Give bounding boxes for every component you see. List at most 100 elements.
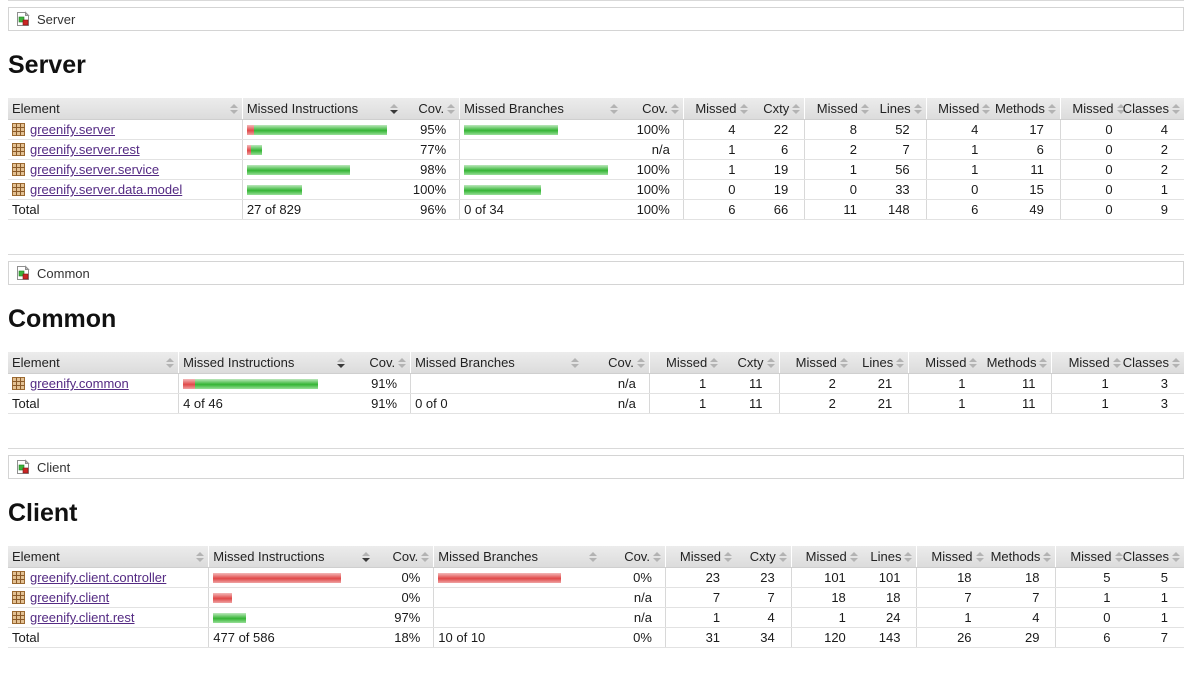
column-header-missed-branches[interactable]: Missed Branches bbox=[459, 98, 622, 120]
metric-value: 0 bbox=[1055, 607, 1127, 628]
column-header-instructions-coverage[interactable]: Cov. bbox=[349, 352, 411, 374]
column-header-methods[interactable]: Methods bbox=[987, 546, 1056, 568]
column-header-missed-methods[interactable]: Missed bbox=[925, 98, 995, 120]
column-header-classes[interactable]: Classes bbox=[1123, 98, 1184, 120]
package-link[interactable]: greenify.common bbox=[30, 376, 129, 391]
column-header-missed-methods[interactable]: Missed bbox=[908, 352, 982, 374]
metric-value: 4 bbox=[987, 607, 1056, 628]
package-link[interactable]: greenify.client bbox=[30, 590, 110, 605]
column-header-branches-coverage[interactable]: Cov. bbox=[621, 98, 684, 120]
column-header-missed-classes[interactable]: Missed bbox=[1055, 546, 1127, 568]
column-header-missed-lines[interactable]: Missed bbox=[790, 546, 862, 568]
metric-value: 0 bbox=[1059, 159, 1129, 180]
instructions-bar-cell bbox=[241, 119, 403, 140]
instructions-coverage-value: 98% bbox=[402, 159, 460, 180]
column-header-lines[interactable]: Lines bbox=[861, 546, 917, 568]
column-label: Cxty bbox=[749, 549, 776, 564]
element-cell: greenify.server.service bbox=[8, 159, 243, 180]
column-header-missed-methods[interactable]: Missed bbox=[916, 546, 988, 568]
metric-value: 21 bbox=[851, 373, 909, 394]
column-header-missed-lines[interactable]: Missed bbox=[778, 352, 852, 374]
instructions-bar bbox=[246, 144, 398, 155]
column-label: Missed bbox=[1070, 549, 1112, 564]
column-label: Cxty bbox=[737, 355, 764, 370]
column-label: Missed bbox=[816, 101, 858, 116]
metric-value: 7 bbox=[987, 587, 1056, 608]
report-group-icon bbox=[15, 265, 31, 281]
breadcrumb: Client bbox=[8, 455, 1184, 479]
column-header-element[interactable]: Element bbox=[8, 98, 243, 120]
table-row: greenify.client.controller 0% 0% 23 23 101 101… bbox=[8, 567, 1184, 588]
metric-value: 1 bbox=[1051, 373, 1125, 394]
page-title: Server bbox=[8, 51, 86, 79]
column-header-missed-instructions[interactable]: Missed Instructions bbox=[178, 352, 350, 374]
branches-coverage-value: n/a bbox=[601, 587, 666, 608]
total-metric-value: 1 bbox=[648, 393, 723, 414]
total-label: Total bbox=[8, 393, 179, 414]
column-header-branches-coverage[interactable]: Cov. bbox=[583, 352, 650, 374]
element-cell: greenify.server.rest bbox=[8, 139, 243, 160]
column-header-missed-lines[interactable]: Missed bbox=[804, 98, 873, 120]
package-link[interactable]: greenify.client.rest bbox=[30, 610, 135, 625]
column-header-methods[interactable]: Methods bbox=[981, 352, 1052, 374]
package-icon bbox=[12, 123, 25, 136]
column-header-missed-branches[interactable]: Missed Branches bbox=[410, 352, 584, 374]
column-header-missed-classes[interactable]: Missed bbox=[1059, 98, 1129, 120]
column-header-methods[interactable]: Methods bbox=[994, 98, 1061, 120]
total-metric-value: 0 bbox=[1059, 199, 1129, 220]
total-metric-value: 1 bbox=[908, 393, 982, 414]
element-cell: greenify.client.rest bbox=[8, 607, 209, 628]
sort-icon bbox=[1116, 103, 1125, 114]
instructions-bar bbox=[213, 612, 370, 623]
sort-icon bbox=[975, 551, 984, 562]
package-link[interactable]: greenify.client.controller bbox=[30, 570, 167, 585]
column-header-instructions-coverage[interactable]: Cov. bbox=[374, 546, 434, 568]
column-header-classes[interactable]: Classes bbox=[1123, 352, 1184, 374]
column-header-branches-coverage[interactable]: Cov. bbox=[601, 546, 666, 568]
metric-value: 1 bbox=[1128, 179, 1184, 200]
column-header-missed-classes[interactable]: Missed bbox=[1051, 352, 1125, 374]
column-header-missed-cxty[interactable]: Missed bbox=[648, 352, 723, 374]
column-header-missed-cxty[interactable]: Missed bbox=[682, 98, 752, 120]
column-header-lines[interactable]: Lines bbox=[851, 352, 909, 374]
column-header-element[interactable]: Element bbox=[8, 352, 179, 374]
column-header-missed-branches[interactable]: Missed Branches bbox=[433, 546, 602, 568]
column-header-cxty[interactable]: Cxty bbox=[751, 98, 805, 120]
metric-value: 1 bbox=[682, 139, 752, 160]
total-metric-value: 148 bbox=[872, 199, 927, 220]
metric-value: 18 bbox=[916, 567, 988, 588]
branches-bar bbox=[464, 164, 617, 175]
metric-value: 2 bbox=[1128, 139, 1184, 160]
total-metric-value: 11 bbox=[804, 199, 873, 220]
column-header-lines[interactable]: Lines bbox=[872, 98, 927, 120]
column-header-missed-instructions[interactable]: Missed Instructions bbox=[208, 546, 375, 568]
column-header-cxty[interactable]: Cxty bbox=[736, 546, 792, 568]
column-header-cxty[interactable]: Cxty bbox=[722, 352, 780, 374]
metric-value: 5 bbox=[1055, 567, 1127, 588]
column-header-instructions-coverage[interactable]: Cov. bbox=[402, 98, 460, 120]
package-link[interactable]: greenify.server bbox=[30, 122, 116, 137]
section-common: Common Common Element Missed Instructions Co… bbox=[8, 254, 1184, 414]
column-label: Methods bbox=[995, 101, 1045, 116]
branches-coverage-value: 100% bbox=[621, 119, 684, 140]
column-header-missed-cxty[interactable]: Missed bbox=[664, 546, 737, 568]
sort-icon bbox=[739, 103, 748, 114]
sort-icon bbox=[390, 103, 399, 114]
bar-missed bbox=[246, 124, 254, 135]
instructions-bar bbox=[213, 592, 370, 603]
package-link[interactable]: greenify.server.data.model bbox=[30, 182, 183, 197]
package-link[interactable]: greenify.server.rest bbox=[30, 142, 140, 157]
column-header-missed-instructions[interactable]: Missed Instructions bbox=[241, 98, 403, 120]
bar-missed bbox=[213, 572, 342, 583]
branches-coverage-value: n/a bbox=[601, 607, 666, 628]
section-divider bbox=[8, 0, 1184, 1]
element-cell: greenify.server.data.model bbox=[8, 179, 243, 200]
instructions-coverage-value: 97% bbox=[374, 607, 434, 628]
sort-icon bbox=[766, 357, 775, 368]
column-header-element[interactable]: Element bbox=[8, 546, 209, 568]
breadcrumb: Server bbox=[8, 7, 1184, 31]
column-header-classes[interactable]: Classes bbox=[1123, 546, 1184, 568]
column-label: Missed bbox=[795, 355, 837, 370]
instructions-coverage-value: 0% bbox=[374, 587, 434, 608]
package-link[interactable]: greenify.server.service bbox=[30, 162, 160, 177]
